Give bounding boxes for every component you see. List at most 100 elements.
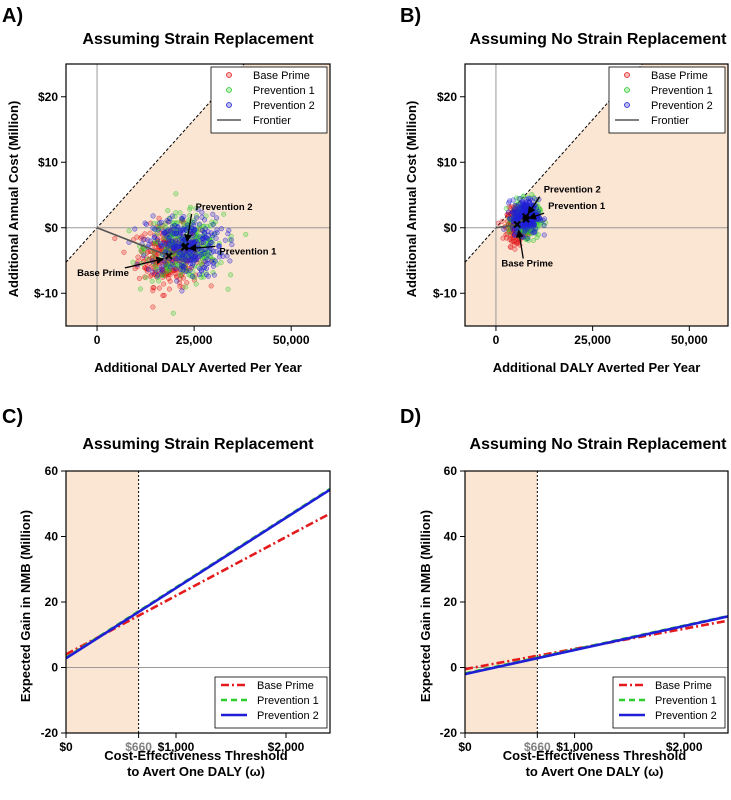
point-prevention-2 [190, 273, 196, 280]
point-prevention-2 [213, 248, 219, 254]
point-prevention-2 [194, 255, 200, 261]
point-base-prime [509, 238, 515, 245]
point-prevention-1 [177, 272, 183, 278]
point-prevention-2 [541, 232, 547, 238]
y-tick-label: 0 [450, 661, 457, 675]
point-prevention-2 [155, 273, 161, 279]
y-tick-label: 40 [444, 530, 458, 544]
legend: Base Prime Prevention 1 Prevention 2 Fronti… [210, 66, 328, 134]
point-prevention-2 [222, 237, 228, 243]
point-base-prime [150, 304, 156, 310]
annotation-arrow [527, 196, 541, 215]
plot-frame [65, 63, 331, 327]
point-base-prime [112, 235, 118, 242]
point-prevention-1 [145, 256, 151, 262]
point-prevention-1 [126, 228, 132, 234]
panel-label: D) [400, 406, 421, 428]
panel-title: Assuming No Strain Replacement [470, 31, 728, 48]
point-prevention-2 [170, 226, 176, 232]
cost-effective-region [66, 471, 139, 733]
point-prevention-2 [227, 258, 233, 264]
point-prevention-2 [142, 220, 148, 226]
point-prevention-2 [157, 241, 164, 247]
y-axis-label: Expected Gain in NMB (Million) [418, 510, 433, 702]
legend-label-prevention-2: Prevention 2 [651, 100, 713, 112]
point-prevention-2 [211, 272, 217, 278]
point-prevention-2 [196, 221, 202, 227]
point-prevention-2 [179, 288, 185, 294]
point-prevention-2 [198, 268, 205, 274]
point-prevention-1 [159, 272, 165, 278]
point-prevention-2 [201, 236, 207, 242]
point-prevention-2 [180, 267, 186, 273]
point-prevention-1 [154, 231, 160, 237]
panel-c: $0 $1,000 $2,000 60 40 20 0 -20 $660 C) Assuming S… [2, 406, 331, 779]
legend-label-prevention-2: Prevention 2 [257, 710, 319, 722]
point-prevention-2 [210, 221, 216, 227]
point-prevention-2 [202, 217, 208, 223]
x-axis-label: to Avert One DALY (ω) [526, 764, 664, 779]
point-prevention-2 [159, 266, 165, 272]
panel-label: B) [400, 5, 421, 27]
point-prevention-2 [524, 222, 530, 228]
point-prevention-2 [199, 209, 205, 215]
y-tick-label: -20 [41, 726, 59, 740]
point-prevention-2 [510, 227, 517, 233]
point-prevention-2 [169, 213, 175, 219]
point-prevention-2 [512, 202, 518, 208]
y-axis-label: Additional Annual Cost (Million) [6, 101, 21, 298]
point-prevention-2 [208, 230, 214, 236]
annotation-arrow [124, 256, 165, 269]
point-prevention-1 [173, 210, 179, 216]
panel-label: C) [2, 406, 23, 428]
point-prevention-2 [203, 272, 210, 278]
point-prevention-2 [179, 215, 185, 221]
point-prevention-2 [505, 209, 512, 215]
point-prevention-2 [216, 250, 222, 256]
point-prevention-2 [188, 237, 195, 243]
point-base-prime [160, 292, 166, 299]
annotation-prevention-1: Prevention 1 [548, 201, 606, 212]
point-prevention-2 [162, 230, 168, 236]
point-prevention-2 [501, 226, 507, 232]
annotation-base-prime: Base Prime [77, 268, 129, 279]
point-base-prime [161, 281, 167, 287]
point-prevention-2 [210, 211, 216, 217]
point-base-prime [180, 275, 187, 281]
point-base-prime [145, 249, 151, 255]
threshold-dashed-line [66, 64, 245, 263]
x-tick-label: 0 [493, 333, 500, 347]
point-prevention-1 [155, 274, 161, 280]
point-base-prime [121, 249, 127, 255]
legend-label-frontier: Frontier [253, 115, 291, 127]
x-tick-label: $0 [458, 740, 472, 754]
point-prevention-2 [174, 278, 180, 284]
point-prevention-1 [228, 272, 234, 278]
point-prevention-2 [178, 230, 184, 237]
x-axis-label: to Avert One DALY (ω) [127, 764, 265, 779]
point-prevention-1 [503, 205, 509, 211]
point-prevention-1 [190, 269, 196, 275]
point-prevention-1 [534, 234, 540, 241]
x-axis-label: Additional DALY Averted Per Year [493, 360, 701, 375]
point-prevention-2 [214, 230, 220, 236]
point-prevention-2 [532, 228, 538, 234]
point-base-prime [139, 234, 145, 240]
y-tick-label: 0 [51, 661, 58, 675]
mean-marker-prevention-2 [181, 242, 190, 250]
panel-label: A) [2, 5, 23, 27]
point-prevention-2 [510, 197, 516, 203]
legend-label-frontier: Frontier [651, 115, 689, 127]
mean-marker-prevention-2 [522, 212, 530, 221]
x-axis-label: Additional DALY Averted Per Year [94, 360, 302, 375]
point-prevention-2 [522, 229, 528, 235]
plot-area [66, 471, 330, 733]
legend-label-prevention-1: Prevention 1 [655, 695, 717, 707]
annotation-prevention-2: Prevention 2 [196, 202, 253, 213]
legend-label-prevention-1: Prevention 1 [651, 85, 713, 97]
plot-area [465, 64, 728, 326]
point-prevention-2 [191, 219, 197, 226]
point-prevention-2 [216, 243, 222, 249]
legend-swatch-prevention-1 [226, 87, 232, 93]
point-prevention-2 [154, 237, 160, 243]
